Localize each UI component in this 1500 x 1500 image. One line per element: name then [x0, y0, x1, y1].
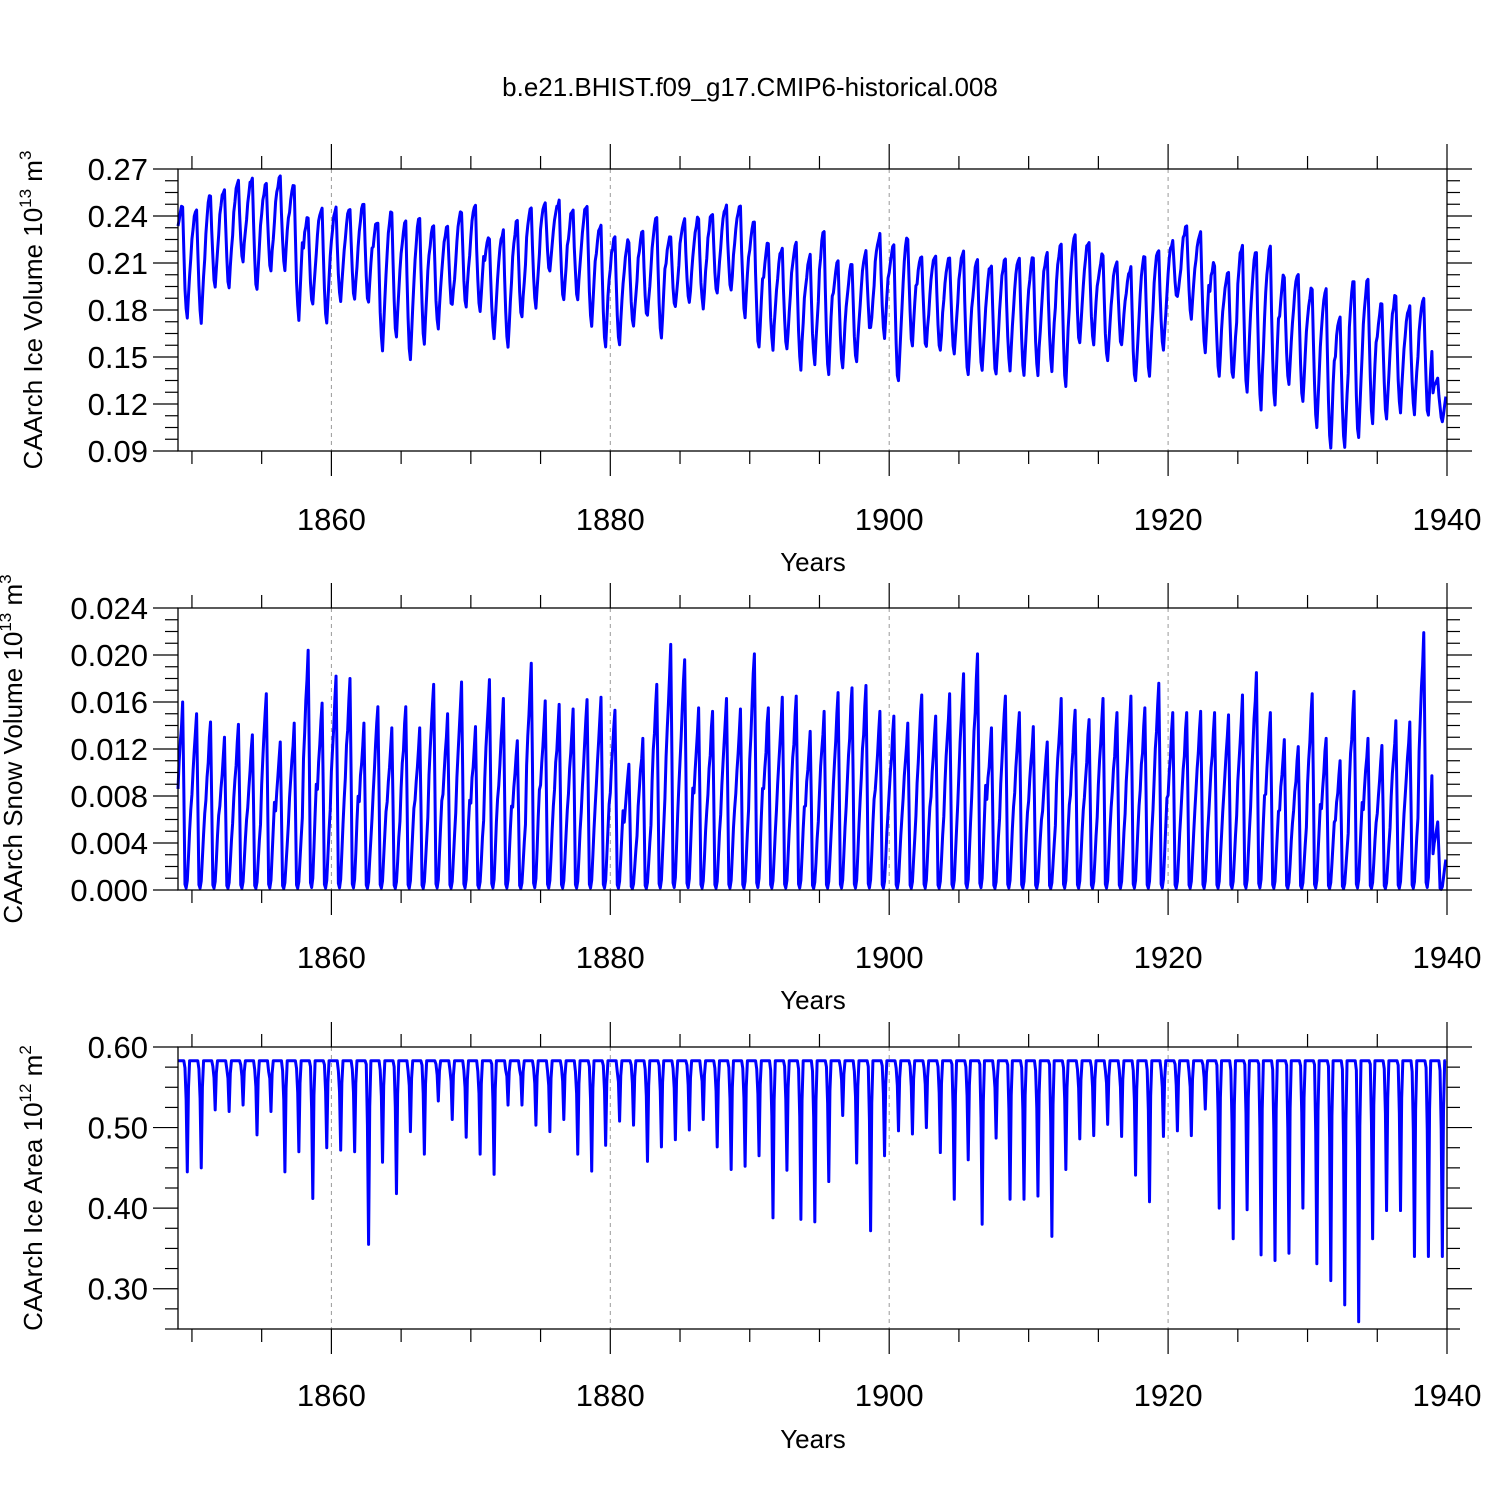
panel-ice-volume: CAArch Ice Volume 1013 m3 Years 1860 1880…	[16, 144, 1481, 577]
y-tick-label: 0.008	[70, 779, 148, 814]
ylabel-unit: m	[0, 584, 28, 613]
x-tick-label: 1900	[855, 1378, 924, 1413]
y-tick-label: 0.50	[88, 1111, 148, 1146]
y-tick-label: 0.24	[88, 199, 148, 234]
ylabel-unit-exponent: 3	[0, 574, 15, 583]
y-tick-label: 0.15	[88, 340, 148, 375]
x-tick-label: 1920	[1134, 940, 1203, 975]
ylabel-unit-exponent: 2	[16, 1045, 35, 1054]
x-tick-label: 1900	[855, 502, 924, 537]
y-tick-label: 0.30	[88, 1272, 148, 1307]
x-tick-label: 1860	[297, 502, 366, 537]
y-tick-label: 0.016	[70, 685, 148, 720]
panel-snow-volume: CAArch Snow Volume 1013 m3 Years 1860 188…	[0, 574, 1481, 1015]
y-tick-label: 0.020	[70, 638, 148, 673]
x-tick-label: 1880	[576, 502, 645, 537]
series-line	[176, 174, 1448, 450]
y-tick-label: 0.21	[88, 246, 148, 281]
y-tick-label: 0.18	[88, 293, 148, 328]
x-tick-label: 1860	[297, 940, 366, 975]
svg-text:CAArch Snow Volume 1013 m3: CAArch Snow Volume 1013 m3	[0, 574, 28, 923]
x-tick-label: 1880	[576, 1378, 645, 1413]
y-tick-label: 0.27	[88, 152, 148, 187]
svg-text:CAArch Ice Area 1012 m2: CAArch Ice Area 1012 m2	[16, 1045, 48, 1331]
xlabel-ice-volume: Years	[780, 547, 846, 577]
ylabel-exponent: 12	[16, 1084, 35, 1103]
x-tick-label: 1920	[1134, 1378, 1203, 1413]
ylabel-snow-volume: CAArch Snow Volume 1013 m3	[0, 574, 28, 923]
xlabel-ice-area: Years	[780, 1424, 846, 1454]
xlabel-snow-volume: Years	[780, 985, 846, 1015]
y-tick-label: 0.024	[70, 591, 148, 626]
ylabel-exponent: 13	[0, 613, 15, 632]
y-tick-label: 0.004	[70, 826, 148, 861]
series-line	[177, 1059, 1447, 1324]
x-tick-label: 1880	[576, 940, 645, 975]
figure-title: b.e21.BHIST.f09_g17.CMIP6-historical.008	[502, 72, 998, 102]
y-tick-label: 0.12	[88, 387, 148, 422]
ylabel-text: CAArch Ice Volume 10	[18, 208, 48, 470]
ylabel-ice-area: CAArch Ice Area 1012 m2	[16, 1045, 48, 1331]
panel-ice-area: CAArch Ice Area 1012 m2 Years 1860 1880 19…	[16, 1022, 1481, 1454]
series-line	[176, 631, 1448, 891]
y-tick-label: 0.000	[70, 873, 148, 908]
x-tick-label: 1940	[1413, 1378, 1482, 1413]
ylabel-ice-volume: CAArch Ice Volume 1013 m3	[16, 151, 48, 470]
svg-text:CAArch Ice Volume 1013 m3: CAArch Ice Volume 1013 m3	[16, 151, 48, 470]
ylabel-text: CAArch Snow Volume 10	[0, 632, 28, 924]
ylabel-unit-exponent: 3	[16, 151, 35, 160]
y-tick-label: 0.60	[88, 1030, 148, 1065]
y-tick-label: 0.09	[88, 434, 148, 469]
y-tick-label: 0.012	[70, 732, 148, 767]
ylabel-unit: m	[18, 160, 48, 189]
x-tick-label: 1860	[297, 1378, 366, 1413]
x-tick-label: 1920	[1134, 502, 1203, 537]
x-tick-label: 1900	[855, 940, 924, 975]
ylabel-exponent: 13	[16, 189, 35, 208]
ylabel-text: CAArch Ice Area 10	[18, 1102, 48, 1330]
x-tick-label: 1940	[1413, 940, 1482, 975]
x-tick-label: 1940	[1413, 502, 1482, 537]
y-tick-label: 0.40	[88, 1191, 148, 1226]
ylabel-unit: m	[18, 1055, 48, 1084]
